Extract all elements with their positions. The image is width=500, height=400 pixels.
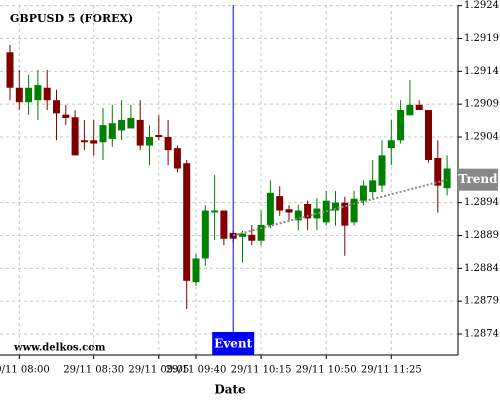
x-tick-label: 29/11 08:30 <box>63 365 124 376</box>
candle-body <box>220 210 228 239</box>
candle-body <box>108 123 116 139</box>
x-tick-label: 29/11 10:15 <box>231 365 292 376</box>
chart-title: GBPUSD 5 (FOREX) <box>10 12 133 25</box>
y-tick-label: 1.2874 <box>464 328 499 339</box>
watermark: www.delkos.com <box>13 343 106 354</box>
candle-body <box>201 210 209 259</box>
y-tick-label: 1.2919 <box>464 33 499 44</box>
candle-body <box>313 208 321 219</box>
candle-body <box>257 224 265 241</box>
candle-body <box>248 234 256 241</box>
candle-body <box>285 209 293 213</box>
candle-body <box>266 192 274 225</box>
candle-body <box>425 110 432 160</box>
trend-box <box>458 168 498 191</box>
candle-body <box>406 104 414 116</box>
candle-body <box>239 233 246 237</box>
x-tick-label: 29/11 09:40 <box>166 365 227 376</box>
candle-body <box>127 117 135 129</box>
y-tick-label: 1.2904 <box>464 131 499 142</box>
candle-body <box>350 198 358 223</box>
candle-body <box>15 87 23 103</box>
candle-body <box>192 258 200 283</box>
candle-body <box>43 87 51 101</box>
candle-body <box>434 158 442 186</box>
y-tick-label: 1.2884 <box>464 263 499 274</box>
candle-body <box>146 136 153 146</box>
y-tick-label: 1.2889 <box>464 230 499 241</box>
candle-body <box>359 185 367 201</box>
event-label: Event <box>214 337 252 351</box>
y-tick-label: 1.2924 <box>464 0 499 11</box>
candle-body <box>173 148 181 169</box>
candle-body <box>211 210 219 213</box>
candle-body <box>71 117 79 156</box>
candle-body <box>80 140 88 143</box>
candle-body <box>397 110 405 141</box>
candle-body <box>6 52 14 88</box>
event-box <box>212 332 255 355</box>
candle-body <box>183 163 191 281</box>
candle-body <box>415 104 423 111</box>
candle-body <box>99 125 107 143</box>
y-tick-label: 1.2909 <box>464 99 499 110</box>
x-tick-label: 29/11 11:25 <box>361 365 422 376</box>
candle-body <box>53 100 60 114</box>
candle-body <box>304 203 312 219</box>
x-tick-label: 29/11 09:05 <box>128 365 189 376</box>
candle-body <box>155 135 163 137</box>
candle-body <box>118 119 126 131</box>
candle-body <box>136 119 144 146</box>
x-tick-label: 29/11 08:00 <box>0 365 50 376</box>
candle-body <box>443 168 451 189</box>
x-axis-label: Date <box>214 383 246 397</box>
candle-body <box>294 210 302 221</box>
candle-body <box>332 202 339 211</box>
candle-body <box>378 155 386 186</box>
candle-body <box>62 114 70 118</box>
trend-line <box>232 178 448 237</box>
x-tick-label: 29/11 10:50 <box>296 365 357 376</box>
y-tick-label: 1.2894 <box>464 197 499 208</box>
candle-body <box>164 136 172 151</box>
candle-body <box>387 140 395 149</box>
candle-body <box>90 140 98 144</box>
candle-body <box>341 202 349 226</box>
candle-body <box>369 180 377 193</box>
candle-body <box>34 85 42 101</box>
y-tick-label: 1.2914 <box>464 66 499 77</box>
trend-label: Trend <box>458 172 498 186</box>
candle-body <box>276 196 284 211</box>
candle-body <box>25 87 33 103</box>
y-tick-label: 1.2879 <box>464 296 499 307</box>
